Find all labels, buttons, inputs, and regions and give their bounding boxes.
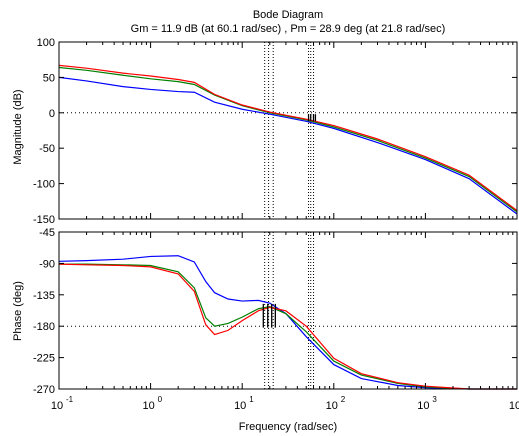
x-tick-label: 10 — [234, 400, 246, 412]
phase-y-tick-label: -180 — [33, 321, 55, 333]
mag-y-tick-label: -50 — [39, 143, 55, 155]
x-tick-label: 10 — [51, 400, 63, 412]
x-tick-label-exponent: 0 — [158, 395, 163, 404]
x-tick-label: 10 — [326, 400, 338, 412]
mag-y-tick-label: 50 — [43, 72, 55, 84]
mag-y-tick-label: 100 — [37, 37, 55, 49]
x-tick-label-exponent: 3 — [432, 395, 437, 404]
mag-y-tick-label: -150 — [33, 214, 55, 226]
phase-y-tick-label: -135 — [33, 290, 55, 302]
mag-y-tick-label: -100 — [33, 179, 55, 191]
x-tick-label: 10 — [509, 400, 519, 412]
phase-axes-frame — [58, 231, 518, 390]
x-tick-label-exponent: 1 — [249, 395, 254, 404]
x-axis-label: Frequency (rad/sec) — [239, 421, 337, 433]
phase-series-line-1 — [58, 255, 517, 390]
chart-subtitle: Gm = 11.9 dB (at 60.1 rad/sec) , Pm = 28… — [131, 23, 446, 35]
x-tick-label-exponent: 2 — [341, 395, 346, 404]
magnitude-panel: 100 50 0 -50 -100 -150 — [33, 37, 518, 226]
phase-y-tick-label: -90 — [39, 258, 55, 270]
mag-y-tick-label: 0 — [49, 108, 55, 120]
x-tick-label-exponent: -1 — [66, 395, 74, 404]
phase-series-line-3 — [58, 263, 517, 390]
phase-y-tick-label: -270 — [33, 384, 55, 396]
phase-series-line-2 — [59, 263, 517, 390]
mag-axes-frame — [58, 41, 518, 220]
phase-plot-area — [59, 232, 517, 389]
mag-series-line-1 — [58, 76, 518, 215]
mag-series-line-2 — [58, 66, 518, 213]
phase-panel: -45-90-135-180-225-27010-110010110210310… — [33, 227, 519, 412]
magnitude-y-axis-label: Magnitude (dB) — [12, 89, 24, 164]
phase-y-axis-label: Phase (deg) — [12, 281, 24, 341]
phase-y-tick-label: -45 — [39, 227, 55, 239]
phase-y-tick-label: -225 — [33, 353, 55, 365]
mag-plot-area — [59, 42, 517, 219]
x-tick-label: 10 — [417, 400, 429, 412]
chart-title: Bode Diagram — [253, 9, 323, 21]
mag-series-line-3 — [58, 64, 518, 211]
x-tick-label: 10 — [142, 400, 154, 412]
